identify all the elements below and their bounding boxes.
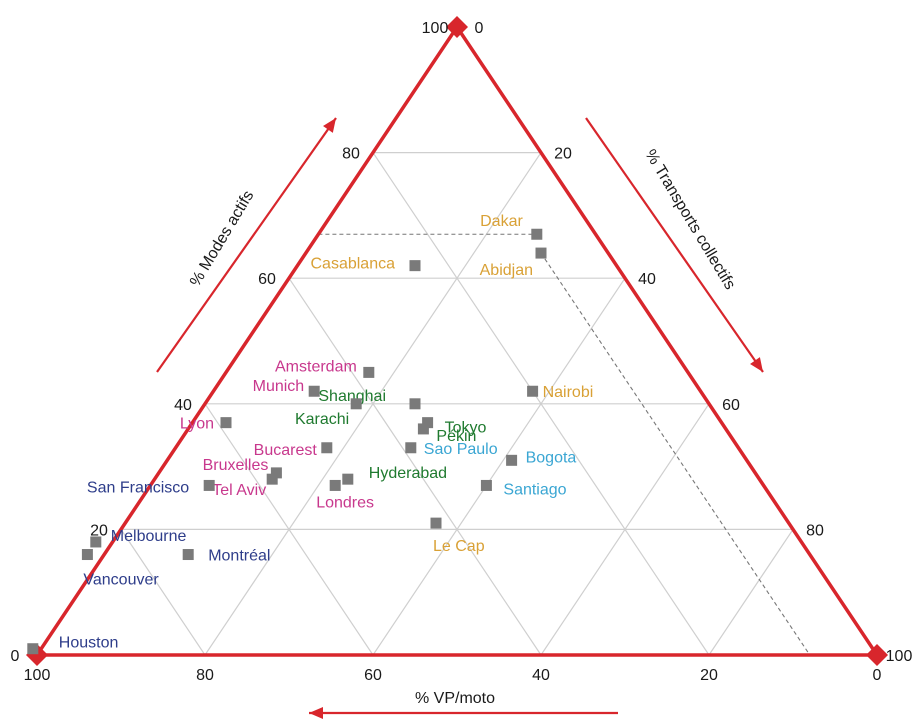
tick-label-active-100: 100 [422, 20, 449, 37]
tick-label-transit-80: 80 [806, 522, 824, 539]
point-marker-melbourne [90, 536, 102, 548]
tick-label-transit-60: 60 [722, 397, 740, 414]
point-label-amsterdam: Amsterdam [275, 358, 357, 375]
point-marker-nairobi [527, 385, 539, 397]
tick-label-transit-100: 100 [886, 648, 913, 665]
grid-line-car-60 [204, 403, 374, 656]
point-label-munich: Munich [253, 378, 305, 395]
point-marker-tel-aviv [266, 473, 278, 485]
point-label-tel-aviv: Tel Aviv [212, 482, 266, 499]
point-label-shanghai: Shanghai [318, 388, 386, 405]
point-marker-shanghai [409, 398, 421, 410]
direction-arrows [156, 117, 764, 719]
point-marker-houston [27, 643, 39, 655]
point-marker-dakar [531, 228, 543, 240]
transit-arrow-head [750, 357, 763, 372]
point-marker-londres [329, 479, 341, 491]
grid-line-transit-80 [708, 529, 794, 656]
point-label-tokyo: Tokyo [445, 420, 487, 437]
point-label-montr-al: Montréal [208, 548, 270, 565]
point-marker-vancouver [81, 549, 93, 561]
grid-lines [120, 152, 794, 656]
point-label-melbourne: Melbourne [111, 528, 187, 545]
point-label-houston: Houston [59, 635, 119, 652]
point-label-abidjan: Abidjan [480, 262, 533, 279]
tick-label-transit-20: 20 [554, 146, 572, 163]
guide-line-abidjan [540, 252, 811, 656]
point-label-vancouver: Vancouver [83, 572, 159, 589]
point-marker-sao-paulo [405, 442, 417, 454]
point-label-dakar: Dakar [480, 213, 523, 230]
tick-label-transit-40: 40 [638, 271, 656, 288]
point-marker-munich [308, 385, 320, 397]
tick-label-active-40: 40 [174, 397, 192, 414]
tick-label-active-20: 20 [90, 522, 108, 539]
point-label-bucarest: Bucarest [254, 442, 318, 459]
tick-label-car-100: 100 [24, 667, 51, 684]
tick-label-car-40: 40 [532, 667, 550, 684]
point-label-san-francisco: San Francisco [87, 479, 189, 496]
point-marker-bogota [506, 454, 518, 466]
grid-line-transit-40 [372, 277, 626, 656]
triangle-outline [33, 23, 881, 657]
corner-marker-top [446, 16, 468, 38]
car-arrow-head [309, 707, 323, 719]
grid-line-transit-60 [540, 403, 710, 656]
triangle-frame [26, 16, 888, 666]
active-arrow-shaft [156, 117, 337, 373]
guide-lines [318, 233, 811, 656]
point-label-lyon: Lyon [180, 416, 214, 433]
tick-label-car-60: 60 [364, 667, 382, 684]
point-marker-le-cap [430, 517, 442, 529]
point-label-hyderabad: Hyderabad [369, 465, 447, 482]
active-modes-axis-title: % Modes actifs [187, 188, 257, 290]
car-axis-title: % VP/moto [415, 690, 495, 707]
tick-label-active-80: 80 [342, 146, 360, 163]
tick-label-active-0: 0 [11, 648, 20, 665]
point-marker-bucarest [321, 442, 333, 454]
point-marker-tokyo [422, 417, 434, 429]
point-label-karachi: Karachi [295, 411, 349, 428]
tick-label-car-20: 20 [700, 667, 718, 684]
point-marker-amsterdam [363, 366, 375, 378]
point-marker-p-kin [417, 423, 429, 435]
point-marker-montr-al [182, 549, 194, 561]
point-marker-hyderabad [342, 473, 354, 485]
point-label-londres: Londres [316, 494, 374, 511]
tick-label-transit-0: 0 [475, 20, 484, 37]
point-label-le-cap: Le Cap [433, 538, 485, 555]
point-marker-san-francisco [203, 479, 215, 491]
grid-line-car-80 [120, 529, 206, 656]
active-arrow-head [323, 118, 336, 133]
tick-label-car-80: 80 [196, 667, 214, 684]
point-label-santiago: Santiago [503, 481, 566, 498]
point-marker-casablanca [409, 260, 421, 272]
point-marker-santiago [480, 479, 492, 491]
point-label-bogota: Bogota [526, 449, 577, 466]
point-marker-karachi [350, 398, 362, 410]
point-marker-bruxelles [270, 467, 282, 479]
point-label-sao-paulo: Sao Paulo [424, 441, 498, 458]
point-marker-abidjan [535, 247, 547, 259]
point-label-bruxelles: Bruxelles [203, 457, 269, 474]
data-points: Dakar Abidjan Casablanca Nairobi Le Cap Amste… [27, 213, 594, 655]
transit-arrow-shaft [585, 117, 764, 373]
point-label-nairobi: Nairobi [543, 384, 594, 401]
point-label-p-kin: Pékin [436, 428, 476, 445]
corner-marker-bottom-right [866, 644, 888, 666]
point-label-casablanca: Casablanca [311, 256, 396, 273]
tick-label-active-60: 60 [258, 271, 276, 288]
tick-label-car-0: 0 [873, 667, 882, 684]
grid-line-car-40 [288, 277, 542, 656]
point-marker-lyon [220, 417, 232, 429]
